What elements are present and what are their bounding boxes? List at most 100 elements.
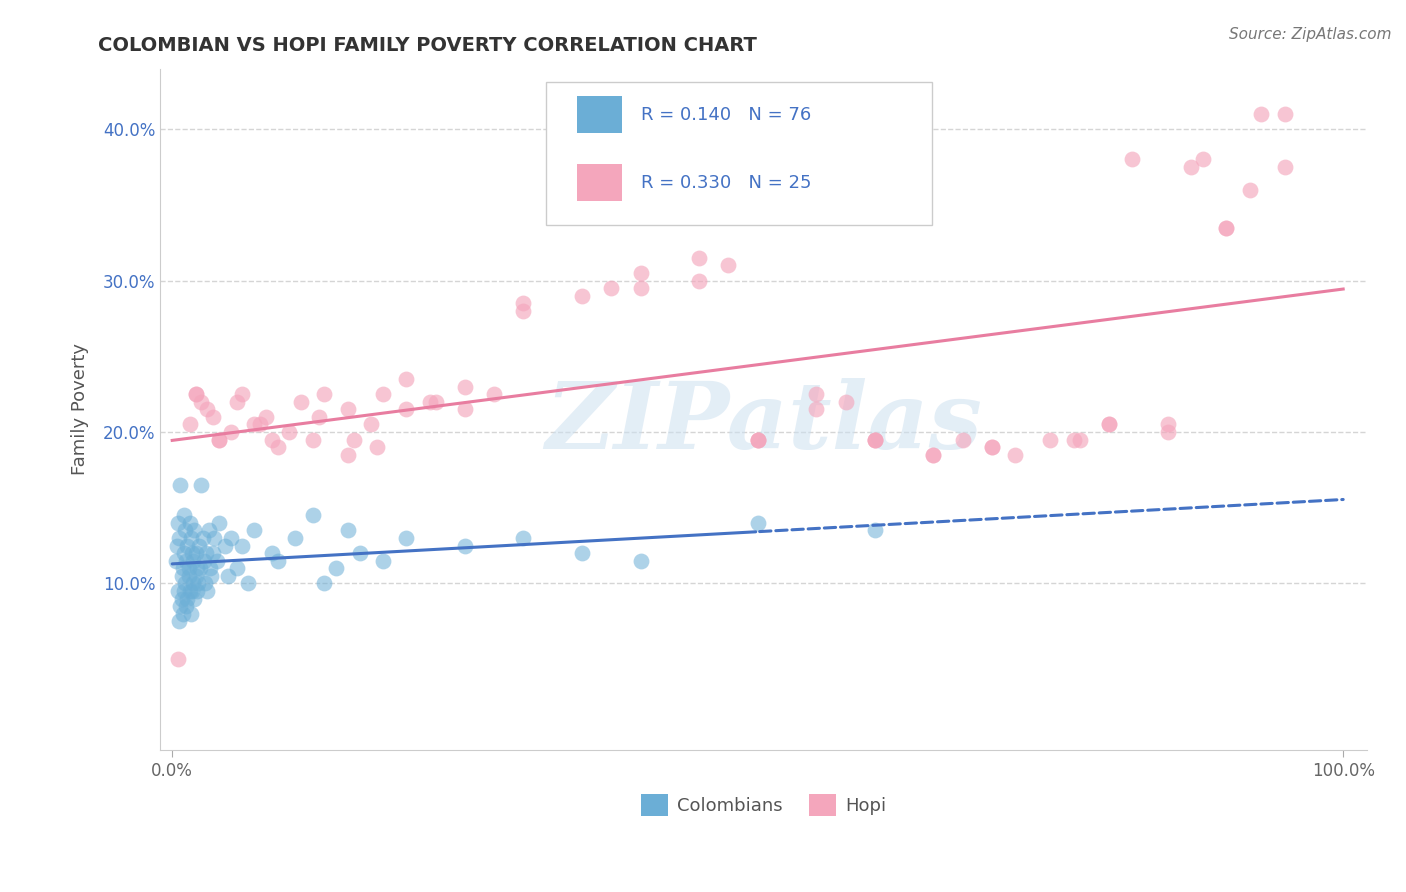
Point bbox=[314, 576, 336, 591]
Point bbox=[922, 448, 945, 462]
Point bbox=[1239, 183, 1261, 197]
Point bbox=[166, 539, 188, 553]
Point bbox=[197, 524, 219, 538]
Point bbox=[169, 478, 191, 492]
Point bbox=[366, 440, 388, 454]
Point bbox=[1156, 417, 1178, 432]
Point bbox=[195, 584, 218, 599]
FancyBboxPatch shape bbox=[547, 82, 932, 226]
Point bbox=[454, 539, 477, 553]
Point bbox=[176, 539, 198, 553]
Point bbox=[184, 546, 207, 560]
Point bbox=[1274, 160, 1296, 174]
Point bbox=[202, 531, 225, 545]
Point bbox=[600, 281, 623, 295]
Point bbox=[1069, 433, 1091, 447]
Point bbox=[188, 561, 211, 575]
Point bbox=[214, 539, 236, 553]
Point bbox=[225, 561, 247, 575]
Point bbox=[202, 409, 225, 424]
Point bbox=[395, 531, 418, 545]
Point bbox=[371, 554, 394, 568]
Point bbox=[747, 433, 769, 447]
Point bbox=[688, 251, 710, 265]
Point bbox=[278, 425, 301, 439]
Point bbox=[571, 546, 593, 560]
Point bbox=[484, 387, 506, 401]
Point bbox=[181, 576, 204, 591]
Point bbox=[169, 599, 191, 614]
Point bbox=[167, 584, 190, 599]
Text: ZIPatlas: ZIPatlas bbox=[546, 378, 981, 468]
Point bbox=[571, 289, 593, 303]
Point bbox=[190, 478, 212, 492]
Point bbox=[249, 417, 271, 432]
Point bbox=[174, 599, 197, 614]
Point bbox=[191, 531, 214, 545]
Point bbox=[181, 554, 204, 568]
Point bbox=[208, 516, 231, 530]
Point bbox=[173, 584, 195, 599]
Point bbox=[238, 576, 260, 591]
Point bbox=[301, 433, 323, 447]
Point bbox=[454, 402, 477, 417]
Point bbox=[193, 554, 215, 568]
Point bbox=[747, 433, 769, 447]
Point bbox=[1250, 107, 1272, 121]
Point bbox=[231, 539, 253, 553]
Point bbox=[260, 433, 283, 447]
Point bbox=[266, 554, 288, 568]
Point bbox=[863, 524, 886, 538]
Point bbox=[314, 387, 336, 401]
Point bbox=[219, 425, 242, 439]
Point bbox=[167, 516, 190, 530]
Point bbox=[174, 554, 197, 568]
Point bbox=[165, 554, 187, 568]
Point bbox=[254, 409, 277, 424]
Point bbox=[806, 402, 828, 417]
Point bbox=[179, 417, 201, 432]
Point bbox=[186, 561, 208, 575]
Point bbox=[630, 266, 652, 280]
Point bbox=[688, 274, 710, 288]
Point bbox=[190, 394, 212, 409]
Point bbox=[179, 584, 201, 599]
Point bbox=[1121, 153, 1143, 167]
Point bbox=[181, 546, 204, 560]
Point bbox=[336, 524, 359, 538]
Point bbox=[425, 394, 447, 409]
Point bbox=[208, 433, 231, 447]
Point bbox=[922, 448, 945, 462]
Point bbox=[349, 546, 371, 560]
Point bbox=[205, 554, 228, 568]
Legend: Colombians, Hopi: Colombians, Hopi bbox=[633, 787, 894, 822]
Point bbox=[952, 433, 974, 447]
Point bbox=[208, 433, 231, 447]
Point bbox=[183, 524, 205, 538]
Point bbox=[1180, 160, 1202, 174]
Point bbox=[301, 508, 323, 523]
Point bbox=[174, 576, 197, 591]
Point bbox=[186, 584, 208, 599]
Y-axis label: Family Poverty: Family Poverty bbox=[72, 343, 89, 475]
Point bbox=[167, 531, 190, 545]
Point bbox=[198, 561, 221, 575]
Point bbox=[170, 569, 193, 583]
Point bbox=[747, 516, 769, 530]
Point bbox=[1098, 417, 1121, 432]
Point bbox=[180, 531, 202, 545]
Point bbox=[1274, 107, 1296, 121]
Point bbox=[243, 417, 266, 432]
Point bbox=[231, 387, 253, 401]
Point bbox=[173, 546, 195, 560]
Point bbox=[630, 281, 652, 295]
Point bbox=[1004, 448, 1026, 462]
Point bbox=[1156, 425, 1178, 439]
Point bbox=[1191, 153, 1213, 167]
Point bbox=[183, 591, 205, 606]
Point bbox=[170, 591, 193, 606]
Point bbox=[290, 394, 312, 409]
Text: R = 0.140   N = 76: R = 0.140 N = 76 bbox=[641, 106, 811, 124]
Point bbox=[202, 546, 225, 560]
Point bbox=[863, 433, 886, 447]
